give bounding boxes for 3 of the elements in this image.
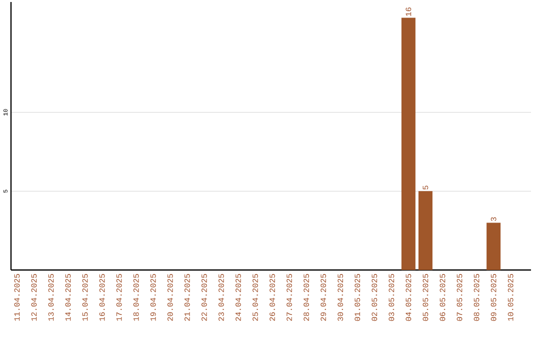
- bar: [418, 191, 432, 270]
- bar: [486, 222, 501, 270]
- bar: [401, 18, 416, 270]
